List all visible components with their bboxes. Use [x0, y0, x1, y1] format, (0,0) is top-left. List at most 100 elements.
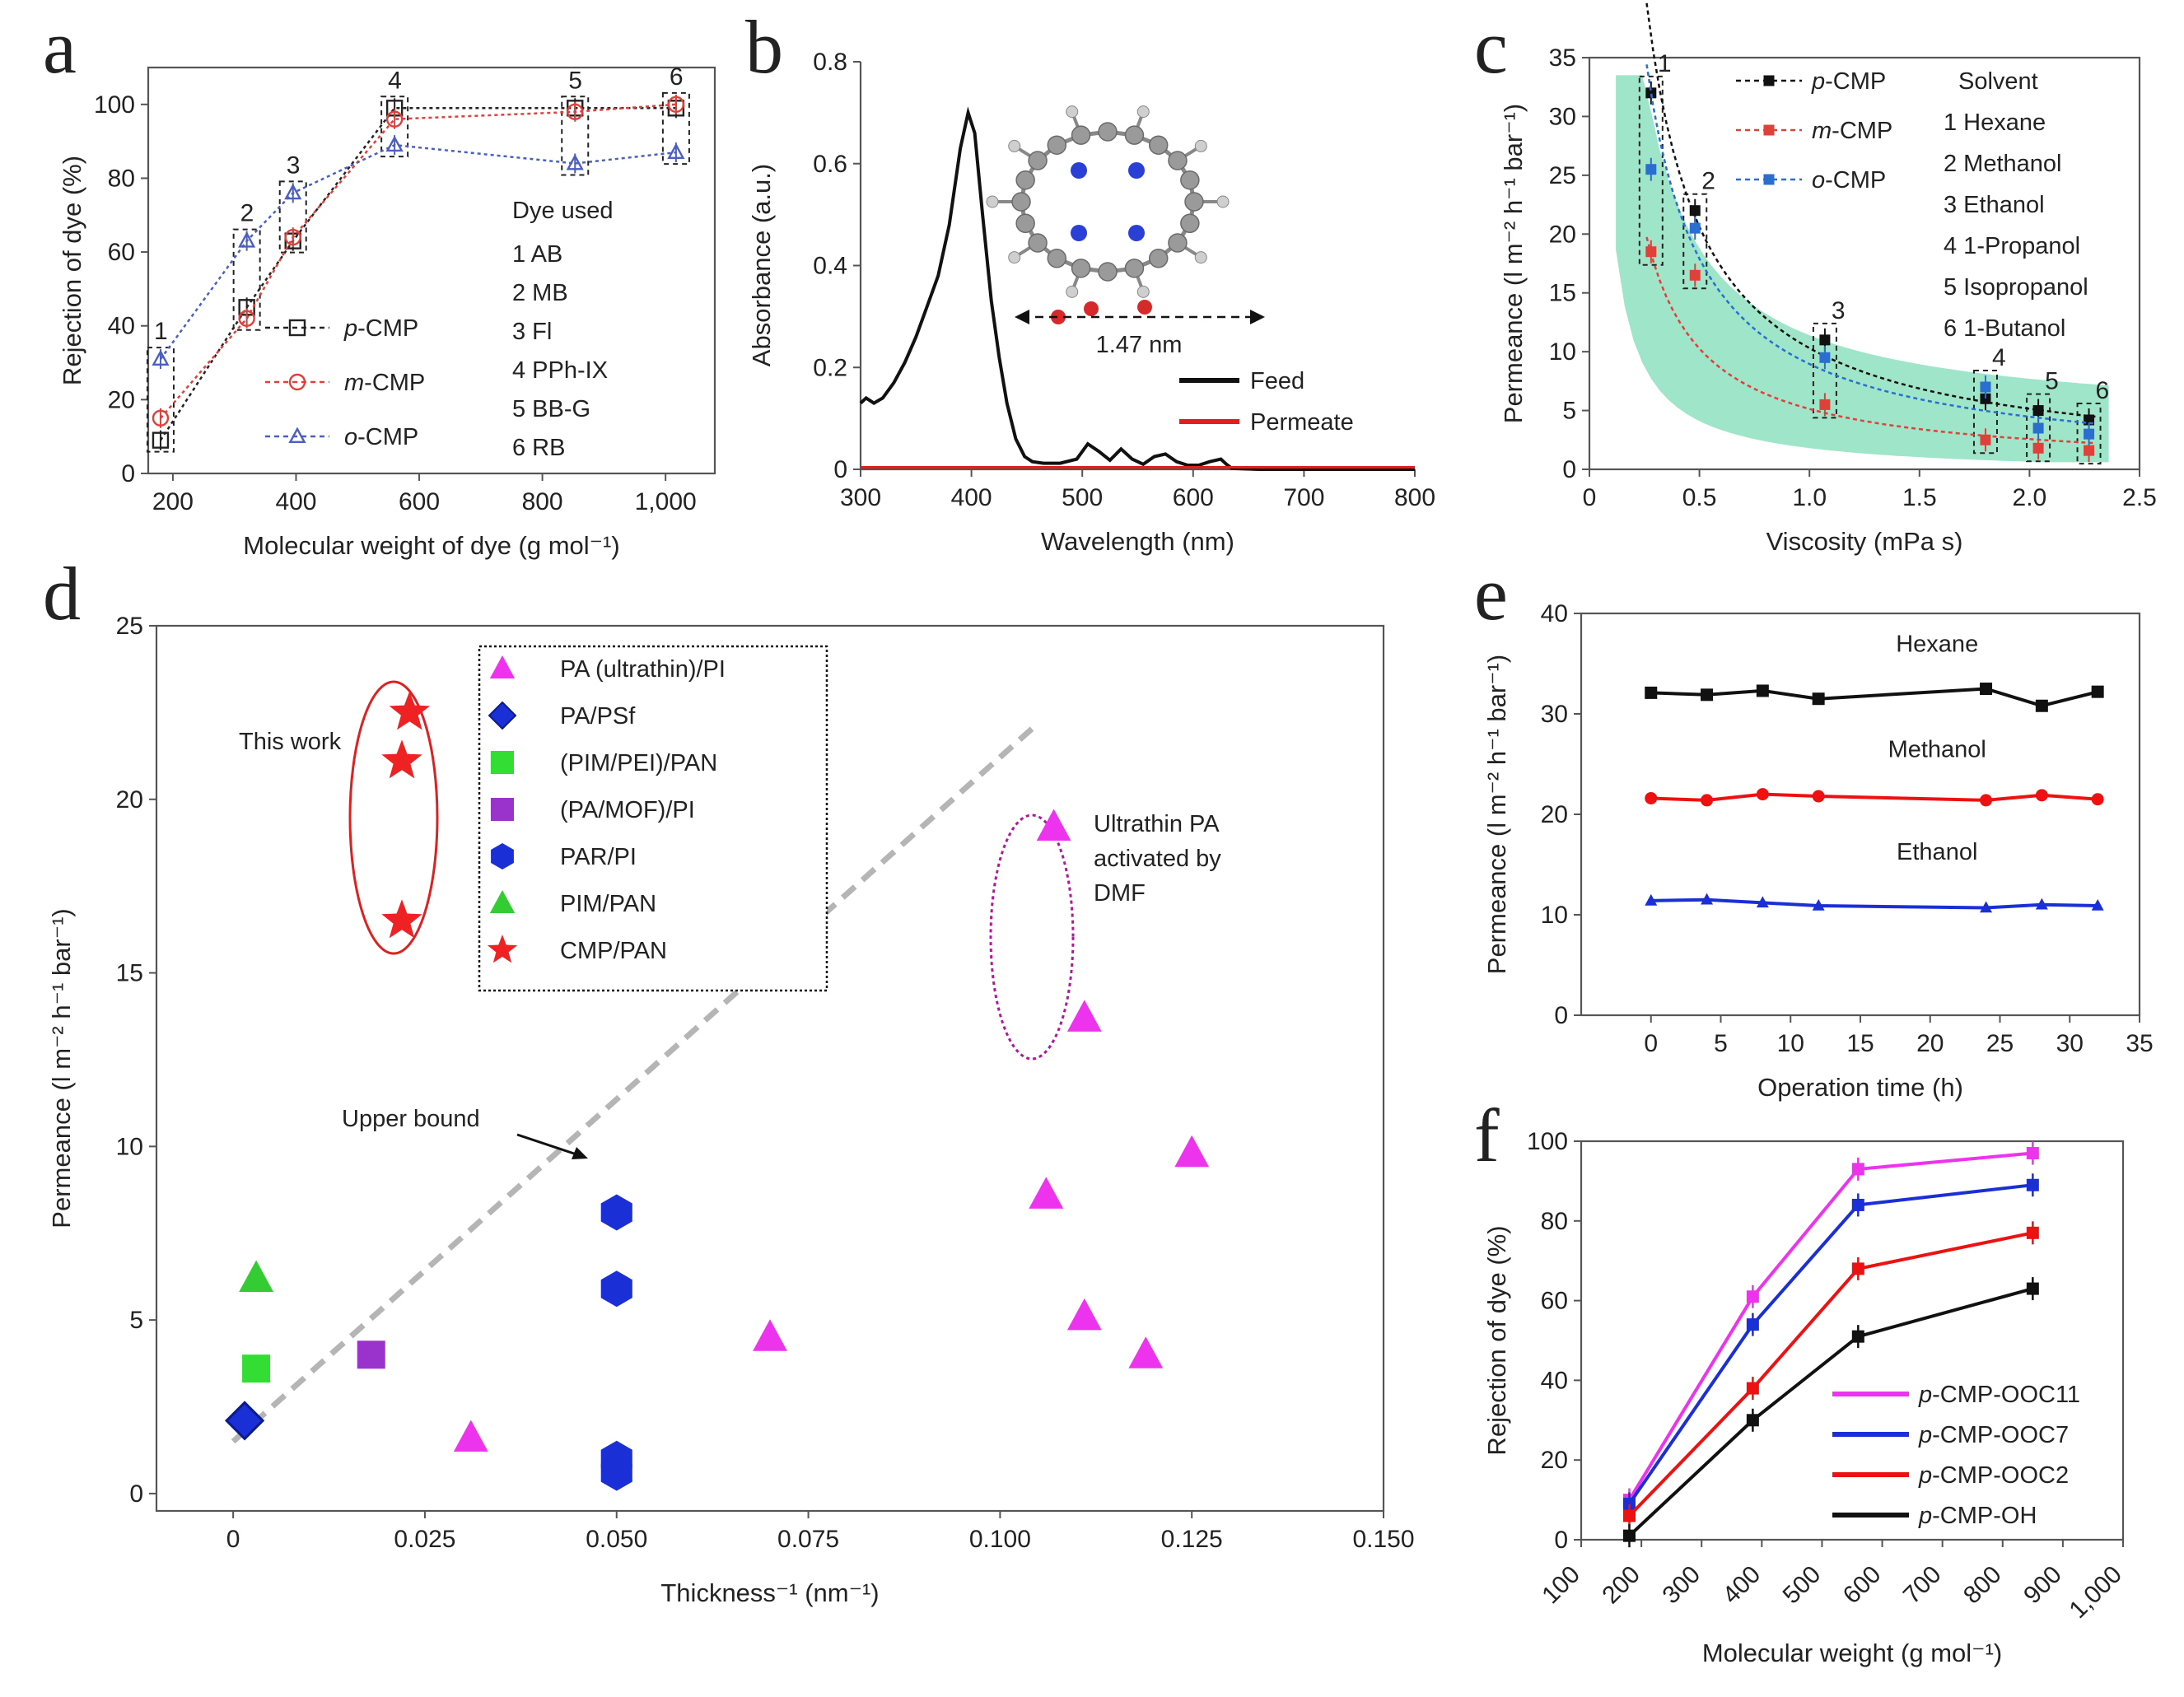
legend-label-prefix: m — [1812, 118, 1832, 144]
data-point-o-CMP — [1645, 164, 1657, 175]
carbon-atom — [1028, 233, 1048, 253]
group-box — [2026, 393, 2051, 463]
data-point-p-CMP-OH — [2026, 1282, 2039, 1295]
data-point-PAR/PI — [600, 1454, 632, 1491]
series-line-o-CMP — [159, 143, 677, 360]
data-point-m-CMP — [567, 103, 584, 120]
data-point-o-CMP — [238, 231, 256, 248]
legend-marker — [288, 427, 306, 443]
group-box — [2076, 403, 2102, 465]
legend-marker — [288, 373, 306, 391]
upper-bound-line — [231, 720, 1041, 1444]
data-point-p-CMP-OOC2 — [1746, 1382, 1759, 1395]
ultrathin-label-line1: Ultrathin PA — [1094, 811, 1220, 837]
data-point-m-CMP — [1819, 399, 1831, 410]
y-tick-label: 20 — [1541, 801, 1568, 828]
data-point-p-CMP-OOC11 — [1851, 1163, 1864, 1176]
upper-bound-arrow — [516, 1133, 582, 1158]
x-tick-label: 0 — [226, 1526, 240, 1553]
data-point-Ethanol — [1645, 893, 1658, 906]
legend-label: PIM/PAN — [560, 891, 656, 917]
x-tick-label: 35 — [2126, 1030, 2153, 1057]
upper-bound-label: Upper bound — [342, 1106, 480, 1132]
data-point-PA (ultrathin)/PI — [1036, 809, 1071, 841]
data-point-p-CMP-OOC7 — [1746, 1318, 1759, 1331]
legend-label-prefix: p — [1918, 1462, 1932, 1489]
ultrathin-label-line3: DMF — [1094, 880, 1146, 907]
data-point-o-CMP — [566, 153, 584, 170]
data-point-PA (ultrathin)/PI — [1128, 1336, 1164, 1368]
solvent-entry: 1 Hexane — [1944, 110, 2046, 136]
y-tick-label: 0.2 — [813, 354, 847, 381]
series-line-p-CMP-OOC2 — [1628, 1231, 2033, 1518]
y-tick-label: 0 — [1554, 1527, 1568, 1554]
dye-entry: 4 PPh-IX — [512, 357, 608, 384]
data-point-PA/PSf — [224, 1401, 265, 1441]
x-tick-label: 200 — [1597, 1561, 1645, 1610]
y-axis-label: Rejection of dye (%) — [58, 156, 86, 385]
point-label: 2 — [240, 200, 254, 227]
hydrogen-atom — [1008, 139, 1021, 152]
data-point-p-CMP-OOC7 — [1851, 1198, 1864, 1211]
y-tick-label: 25 — [1549, 162, 1576, 189]
series-label: Hexane — [1896, 631, 1978, 657]
carbon-atom — [1011, 192, 1031, 212]
y-tick-label: 80 — [1541, 1208, 1568, 1235]
legend-marker — [1763, 124, 1775, 136]
y-tick-label: 15 — [1549, 280, 1576, 307]
x-tick-label: 2.5 — [2122, 484, 2157, 511]
plot-frame — [147, 66, 716, 475]
data-point-p-CMP — [152, 431, 170, 449]
y-tick-label: 60 — [1541, 1288, 1568, 1315]
carbon-atom — [1184, 192, 1204, 212]
hydrogen-atom — [1136, 285, 1150, 298]
data-point-Methanol — [1701, 794, 1714, 807]
x-tick-label: 800 — [1394, 484, 1435, 511]
y-tick-label: 0 — [1562, 456, 1576, 483]
data-point-PAR/PI — [600, 1270, 632, 1308]
data-point-Ethanol — [2035, 897, 2048, 910]
carbon-atom — [1028, 151, 1048, 170]
x-axis-label: Wavelength (nm) — [1041, 527, 1234, 556]
panel-b: 300 400 500 600 700 800 0 0.2 0.4 0.6 0.8 Wavelengt… — [747, 49, 1435, 556]
data-point-m-CMP — [1980, 434, 1991, 445]
data-point-p-CMP-OOC11 — [1746, 1290, 1759, 1303]
data-point-p-CMP-OOC7 — [2026, 1178, 2039, 1191]
x-tick-label: 700 — [1898, 1561, 1947, 1610]
group-box — [1638, 75, 1664, 266]
series-line-Feed — [859, 106, 1415, 471]
y-tick-label: 20 — [108, 386, 135, 413]
hydrogen-atom — [1008, 251, 1021, 264]
legend-box — [478, 645, 828, 992]
carbon-atom — [1071, 125, 1091, 145]
x-tick-label: 0.100 — [969, 1526, 1031, 1553]
hydrogen-atom — [1066, 285, 1079, 298]
molecule-illustration — [986, 105, 1230, 324]
data-point-(PIM/PEI)/PAN — [242, 1354, 271, 1383]
fit-curve-m-CMP — [1645, 236, 2096, 445]
legend-label: PA (ultrathin)/PI — [560, 656, 726, 683]
legend-label-prefix: p — [1918, 1503, 1932, 1529]
y-tick-label: 100 — [94, 91, 135, 119]
x-tick-label: 500 — [1062, 484, 1103, 511]
legend-label: p-CMP — [1811, 68, 1886, 95]
data-point-m-CMP — [667, 96, 685, 114]
group-box — [1682, 193, 1708, 290]
legend-title: Solvent — [1958, 68, 2038, 95]
series-line-m-CMP — [160, 103, 676, 419]
legend-label-prefix: p — [1918, 1382, 1932, 1408]
data-point-Methanol — [1756, 788, 1769, 801]
y-tick-label: 0.4 — [813, 253, 847, 280]
series-line-p-CMP-OOC7 — [1627, 1183, 2033, 1505]
data-point-Methanol — [2035, 789, 2048, 802]
y-axis-label: Absorbance (a.u.) — [747, 164, 776, 366]
series-line-Methanol — [1650, 792, 2098, 802]
legend-marker — [1763, 174, 1775, 185]
data-point-p-CMP-OH — [1622, 1529, 1636, 1542]
data-point-CMP/PAN — [381, 739, 422, 779]
legend-label: p-CMP-OH — [1918, 1503, 2037, 1529]
panel-letter-f: f — [1474, 1093, 1500, 1177]
x-tick-label: 1.0 — [1792, 484, 1827, 511]
y-axis-label: Rejection of dye (%) — [1482, 1225, 1511, 1455]
series-line-Ethanol — [1650, 897, 2098, 910]
